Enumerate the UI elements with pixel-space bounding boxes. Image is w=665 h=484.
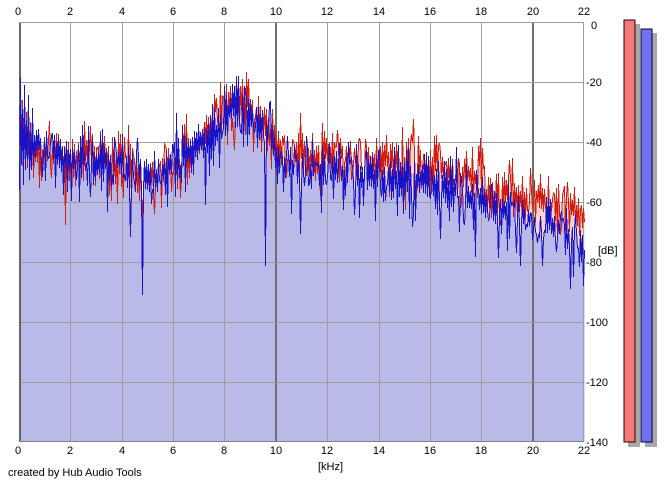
svg-text:-80: -80 bbox=[586, 257, 602, 269]
svg-text:14: 14 bbox=[373, 6, 385, 18]
svg-text:2: 2 bbox=[67, 445, 73, 457]
svg-text:[dB]: [dB] bbox=[598, 245, 618, 257]
svg-text:22: 22 bbox=[578, 6, 590, 18]
svg-text:10: 10 bbox=[270, 445, 282, 457]
svg-text:12: 12 bbox=[321, 6, 333, 18]
svg-text:-140: -140 bbox=[586, 437, 608, 449]
svg-text:16: 16 bbox=[424, 6, 436, 18]
svg-text:20: 20 bbox=[527, 6, 539, 18]
svg-text:4: 4 bbox=[119, 445, 125, 457]
svg-text:6: 6 bbox=[170, 445, 176, 457]
svg-text:4: 4 bbox=[119, 6, 125, 18]
svg-text:0: 0 bbox=[591, 20, 597, 32]
svg-text:0: 0 bbox=[15, 6, 21, 18]
svg-text:created by Hub Audio Tools: created by Hub Audio Tools bbox=[8, 467, 142, 479]
svg-text:-120: -120 bbox=[586, 377, 608, 389]
svg-text:0: 0 bbox=[15, 445, 21, 457]
svg-text:6: 6 bbox=[170, 6, 176, 18]
svg-text:14: 14 bbox=[373, 445, 385, 457]
svg-text:[kHz]: [kHz] bbox=[318, 461, 343, 473]
svg-text:16: 16 bbox=[424, 445, 436, 457]
svg-text:8: 8 bbox=[221, 445, 227, 457]
svg-text:10: 10 bbox=[270, 6, 282, 18]
svg-text:18: 18 bbox=[475, 6, 487, 18]
svg-text:12: 12 bbox=[321, 445, 333, 457]
svg-text:8: 8 bbox=[221, 6, 227, 18]
svg-text:-20: -20 bbox=[586, 77, 602, 89]
svg-text:-40: -40 bbox=[586, 137, 602, 149]
svg-text:-100: -100 bbox=[586, 317, 608, 329]
svg-text:-60: -60 bbox=[586, 197, 602, 209]
svg-text:20: 20 bbox=[527, 445, 539, 457]
svg-text:2: 2 bbox=[67, 6, 73, 18]
svg-text:18: 18 bbox=[475, 445, 487, 457]
svg-text:22: 22 bbox=[578, 445, 590, 457]
